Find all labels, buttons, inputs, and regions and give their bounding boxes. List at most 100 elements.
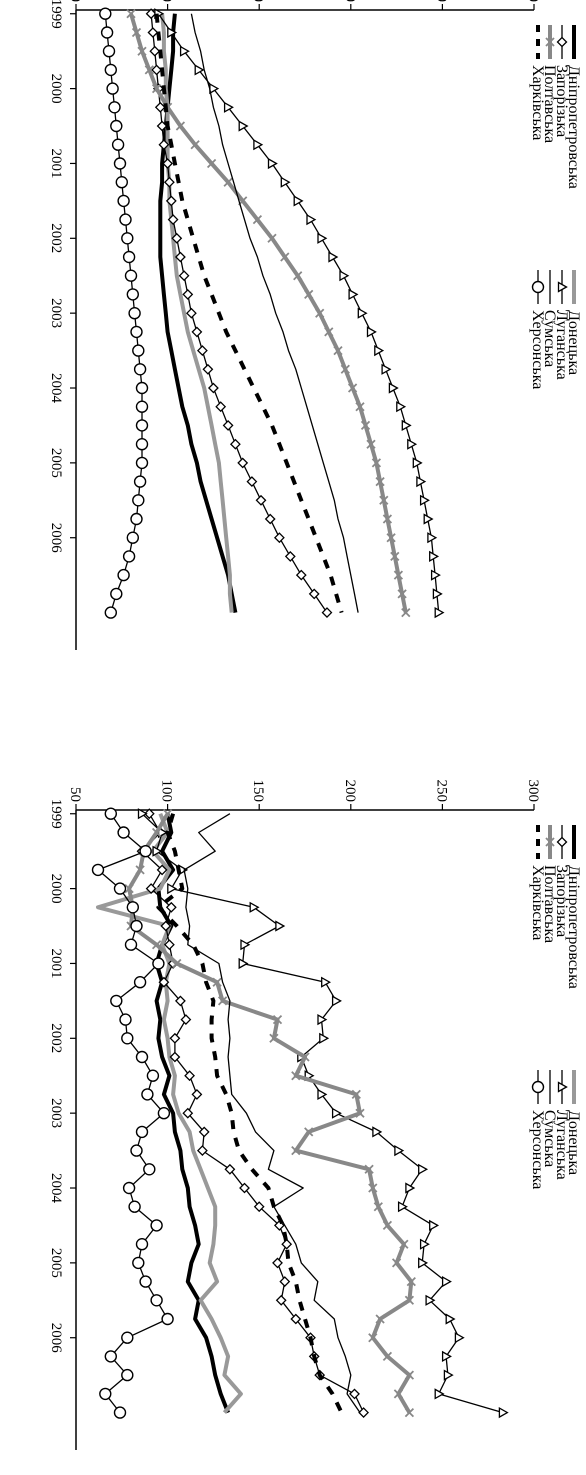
data-point: [106, 82, 119, 95]
data-point: [186, 308, 197, 319]
legend-item: Сумська: [541, 1070, 558, 1167]
x-tick-label: 2005: [48, 448, 64, 478]
legend-label: Луганська: [553, 310, 570, 380]
legend-item: Херсонська: [529, 270, 546, 389]
data-point: [99, 1387, 112, 1401]
chart-panel-smoothed: 50 100 150 200 250 300 1999 2000 2001 2002 2003 200…: [48, 0, 582, 650]
data-point: [265, 513, 276, 525]
y-tick-label: 300: [525, 780, 541, 803]
data-point: [162, 158, 173, 169]
x-tick-label: 2001: [48, 948, 64, 978]
data-point: [121, 1331, 134, 1344]
data-point: [99, 7, 112, 20]
legend-label: Дніпропетровська: [565, 65, 582, 189]
data-point: [296, 569, 307, 581]
data-point: [104, 63, 117, 77]
data-point: [122, 250, 136, 264]
data-point: [191, 1089, 203, 1100]
data-point: [169, 1033, 181, 1044]
series-5: [124, 808, 417, 1418]
data-point: [157, 1106, 171, 1120]
data-point: [111, 138, 125, 151]
legend-label: Херсонська: [529, 310, 546, 389]
data-point: [135, 381, 149, 395]
legend-item: Донецька: [565, 1070, 582, 1175]
legend-item: Полтавська: [541, 25, 558, 143]
x-tick-label: 2002: [48, 1023, 64, 1053]
data-point: [135, 1237, 149, 1251]
legend-item: Дніпропетровська: [565, 25, 582, 189]
y-tick-label: 300: [525, 0, 541, 2]
data-point: [126, 531, 139, 544]
legend-label: Сумська: [541, 1110, 558, 1167]
data-point: [306, 214, 316, 225]
data-point: [133, 475, 147, 488]
legend-item: Сумська: [541, 270, 558, 367]
series-5: [126, 8, 411, 618]
data-point: [113, 1406, 127, 1419]
y-tick-label: 250: [433, 780, 449, 803]
data-point: [331, 1108, 342, 1119]
data-point: [117, 568, 130, 582]
series-line: [150, 13, 328, 613]
data-point: [197, 345, 208, 356]
series-line: [156, 813, 344, 1414]
series-2: [96, 812, 243, 1414]
legend-item: Харківська: [529, 25, 546, 140]
series-line: [96, 812, 243, 1414]
data-point: [121, 1032, 134, 1045]
series-line: [190, 13, 359, 613]
data-point: [130, 919, 143, 933]
data-point: [255, 495, 267, 506]
series-line: [157, 13, 440, 613]
data-point: [498, 1407, 509, 1418]
data-point: [133, 976, 147, 989]
data-point: [121, 232, 134, 245]
x-tick-label: 2006: [48, 523, 64, 554]
legend-item: Харківська: [529, 825, 546, 940]
legend-label: Донецька: [565, 310, 582, 375]
data-point: [110, 119, 123, 133]
data-point: [104, 807, 117, 820]
data-point: [208, 382, 219, 394]
data-point: [237, 457, 248, 469]
data-point: [164, 939, 175, 950]
data-point: [141, 1088, 154, 1101]
legend-item: Херсонська: [529, 1070, 546, 1189]
data-point: [279, 1276, 290, 1287]
data-point: [117, 826, 130, 839]
data-point: [124, 269, 138, 282]
legend-marker: [556, 836, 568, 848]
series-7: [156, 813, 344, 1414]
legend-label: Полтавська: [541, 65, 558, 143]
legend-label: Запорізька: [553, 65, 570, 137]
series-line: [183, 813, 361, 1413]
data-point: [143, 1163, 156, 1176]
data-point: [246, 476, 258, 487]
data-point: [309, 588, 320, 600]
legend-label: Сумська: [541, 310, 558, 367]
data-point: [358, 1407, 369, 1418]
y-tick-label: 100: [159, 780, 175, 803]
data-point: [122, 550, 136, 563]
legend-item: Дніпропетровська: [565, 825, 582, 989]
data-point: [293, 195, 303, 207]
data-point: [281, 1239, 292, 1250]
data-point: [152, 957, 165, 970]
legend-item: Полтавська: [541, 825, 558, 943]
data-point: [240, 939, 250, 950]
data-point: [130, 512, 143, 526]
data-point: [434, 1388, 444, 1400]
data-point: [117, 194, 130, 208]
data-point: [164, 177, 175, 188]
legend: Дніпропетровська Донецька Запорізька Луганс…: [529, 25, 582, 389]
data-point: [339, 270, 349, 281]
data-point: [147, 27, 159, 38]
x-tick-label: 1999: [48, 0, 64, 29]
data-point: [443, 1369, 454, 1381]
y-tick-label: 150: [250, 780, 266, 803]
series-8: [91, 807, 174, 1419]
series-4: [154, 8, 444, 618]
data-point: [357, 308, 367, 319]
data-point: [91, 863, 105, 877]
